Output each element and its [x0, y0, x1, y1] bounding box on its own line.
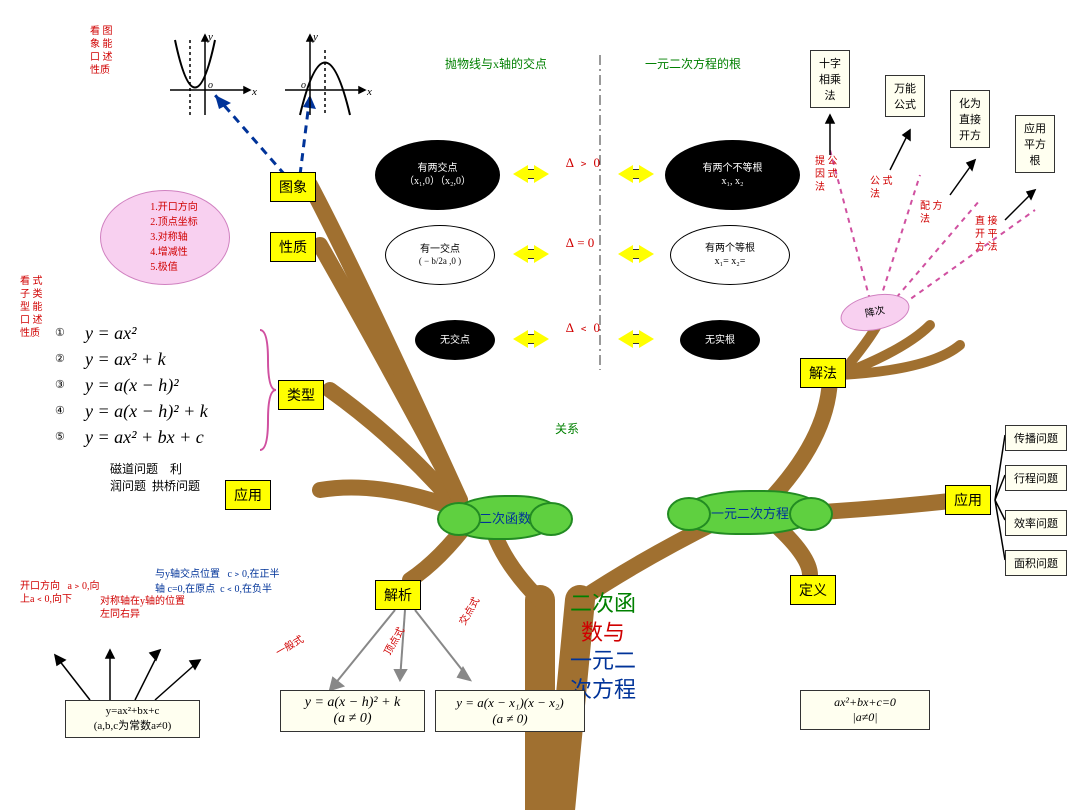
hdr-parabola: 抛物线与x轴的交点 [445, 55, 547, 72]
vertex-box: y = a(x − h)² + k (a ≠ 0) [280, 690, 425, 732]
node-yingyong-right: 应用 [945, 485, 991, 515]
form-intercept-label: 交点式 [457, 595, 483, 627]
app-note: 磁道问题 利 润问题 拱桥问题 [110, 460, 200, 494]
eq-list: y = ax² y = ax² + k y = a(x − h)² y = a(… [85, 320, 208, 450]
ell-eq-roots: 有两个等根x₁= x₂= [670, 225, 790, 285]
darrow-1l [513, 165, 549, 183]
svg-text:y: y [312, 31, 318, 43]
note-kaikou: 开口方向 a﹥0,向 上a﹤0,向下 [20, 580, 99, 606]
ell-one-int: 有一交点( − b/2a ,0 ) [385, 225, 495, 285]
pink-jiangci: 降次 [837, 288, 913, 337]
cloud-quadfunc: 二次函数 [450, 495, 560, 540]
eq-nums: ①②③④⑤ [55, 320, 65, 450]
note-yjiao: 与y轴交点位置 c﹥0,在正半 轴 c=0,在原点 c﹤0,在负半 [155, 565, 279, 595]
app-0: 传播问题 [1005, 425, 1067, 451]
delta-gt0: ∆ ﹥ 0 [566, 155, 600, 172]
form-vertex-label: 顶点式 [382, 625, 408, 657]
node-tuxiang: 图象 [270, 172, 316, 202]
ell-two-roots: 有两个不等根x₁, x₂ [665, 140, 800, 210]
svg-text:o: o [301, 80, 306, 91]
form-general-label: 一般式 [274, 633, 306, 659]
mlabel-1: 公 式 法 [870, 175, 893, 201]
graph-upward: x y o [160, 25, 260, 125]
general-box: y=ax²+bx+c (a,b,c为常数a≠0) [65, 700, 200, 738]
app-3: 面积问题 [1005, 550, 1067, 576]
darrow-3l [513, 330, 549, 348]
intercept-box: y = a(x − x₁)(x − x₂) (a ≠ 0) [435, 690, 585, 732]
graph-downward: x y o [275, 25, 375, 125]
mlabel-3: 直 接 开 平 方 法 [975, 215, 998, 254]
ell-two-int: 有两交点（x₁,0）（x₂,0） [375, 140, 500, 210]
method-cross: 十字 相乘 法 [810, 50, 850, 108]
node-xingzhi: 性质 [270, 232, 316, 262]
mlabel-0: 提 公 因 式 法 [815, 155, 838, 194]
darrow-1r [618, 165, 654, 183]
svg-text:x: x [366, 86, 372, 98]
mlabel-2: 配 方 法 [920, 200, 943, 226]
svg-text:y: y [207, 31, 213, 43]
delta-lt0: ∆ ﹤ 0 [566, 320, 600, 337]
app-1: 行程问题 [1005, 465, 1067, 491]
darrow-3r [618, 330, 654, 348]
note-see-type: 看 式 子 类 型 能 口 述 性质 [20, 275, 43, 340]
note-duichen: 对称轴在y轴的位置 左同右异 [100, 595, 185, 621]
page-title: 二次函 数与 一元二 次方程 [570, 590, 636, 704]
node-leixing: 类型 [278, 380, 324, 410]
label-guanxi: 关系 [555, 420, 579, 437]
def-box: ax²+bx+c=0 |a≠0| [800, 690, 930, 730]
app-2: 效率问题 [1005, 510, 1067, 536]
node-dingyi: 定义 [790, 575, 836, 605]
method-sqrt: 化为 直接 开方 [950, 90, 990, 148]
svg-text:x: x [251, 86, 257, 98]
node-jiexi: 解析 [375, 580, 421, 610]
ell-no-roots: 无实根 [680, 320, 760, 360]
darrow-2l [513, 245, 549, 263]
note-see-graph: 看 图 象 能 口 述 性质 [90, 25, 113, 77]
ell-no-int: 无交点 [415, 320, 495, 360]
method-square: 应用 平方 根 [1015, 115, 1055, 173]
svg-text:o: o [208, 80, 213, 91]
method-formula: 万能 公式 [885, 75, 925, 117]
darrow-2r [618, 245, 654, 263]
node-jiefa: 解法 [800, 358, 846, 388]
hdr-roots: 一元二次方程的根 [645, 55, 741, 72]
node-yingyong-left: 应用 [225, 480, 271, 510]
delta-eq0: ∆ = 0 [566, 235, 594, 252]
cloud-quadeq: 一元二次方程 [680, 490, 820, 535]
pink-properties: 1.开口方向 2.顶点坐标 3.对称轴 4.增减性 5.极值 [100, 190, 230, 285]
